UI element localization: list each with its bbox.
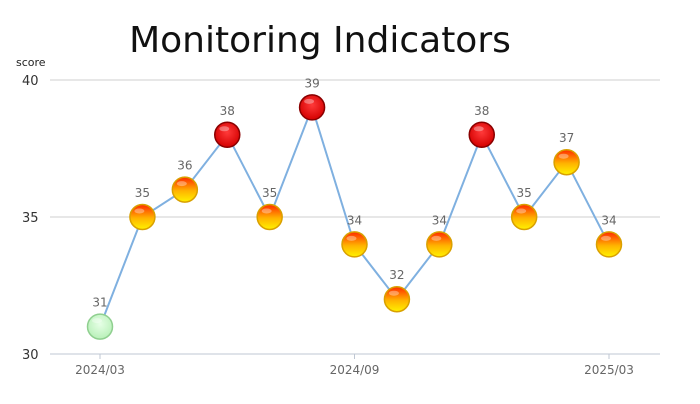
data-point-highlight: [176, 181, 187, 187]
data-label: 36: [177, 159, 192, 173]
data-points: [86, 94, 623, 340]
data-label: 35: [135, 186, 150, 200]
data-point[interactable]: [595, 231, 623, 258]
y-tick-label: 35: [22, 211, 39, 226]
data-label: 37: [559, 131, 574, 145]
data-point-highlight: [601, 235, 611, 241]
data-point[interactable]: [129, 203, 156, 231]
data-point-highlight: [92, 318, 102, 324]
data-point-highlight: [219, 126, 230, 132]
data-point-highlight: [516, 208, 527, 214]
data-point-highlight: [388, 290, 399, 296]
x-tick-label: 2025/03: [584, 363, 634, 377]
data-label: 34: [601, 213, 616, 227]
data-label: 39: [304, 76, 319, 90]
data-point[interactable]: [86, 313, 114, 340]
data-label: 32: [389, 268, 404, 282]
data-point[interactable]: [383, 285, 411, 313]
data-labels: 31 35 36 38 35 39 34 32 34 38 35 37 34: [92, 76, 616, 309]
data-label: 38: [474, 104, 489, 118]
data-point-highlight: [346, 235, 357, 241]
data-point[interactable]: [510, 203, 538, 231]
x-axis-ticks: 2024/03 2024/09 2025/03: [75, 363, 634, 377]
data-point[interactable]: [171, 176, 199, 203]
data-label: 34: [347, 213, 362, 227]
data-point-highlight: [473, 126, 484, 132]
data-point[interactable]: [256, 203, 283, 231]
data-point[interactable]: [298, 94, 326, 121]
y-axis-ticks: 30 35 40: [22, 74, 39, 363]
data-point[interactable]: [553, 148, 580, 176]
data-point-highlight: [304, 98, 315, 104]
data-point[interactable]: [426, 231, 453, 258]
data-point[interactable]: [341, 231, 368, 258]
data-point[interactable]: [468, 121, 495, 149]
data-label: 35: [517, 186, 532, 200]
data-label: 31: [92, 296, 107, 310]
data-point-highlight: [558, 153, 569, 159]
data-point-highlight: [261, 208, 272, 214]
y-axis-unit-label: score: [16, 56, 46, 69]
data-label: 34: [432, 213, 447, 227]
y-tick-label: 30: [22, 348, 39, 363]
x-tick-label: 2024/03: [75, 363, 125, 377]
data-point[interactable]: [214, 121, 241, 149]
data-point-highlight: [134, 208, 145, 214]
y-tick-label: 40: [22, 74, 39, 89]
x-tick-label: 2024/09: [330, 363, 380, 377]
data-label: 38: [220, 104, 235, 118]
data-point-highlight: [431, 235, 442, 241]
axes: [50, 353, 660, 359]
chart-title: Monitoring Indicators: [129, 20, 511, 61]
data-label: 35: [262, 186, 277, 200]
